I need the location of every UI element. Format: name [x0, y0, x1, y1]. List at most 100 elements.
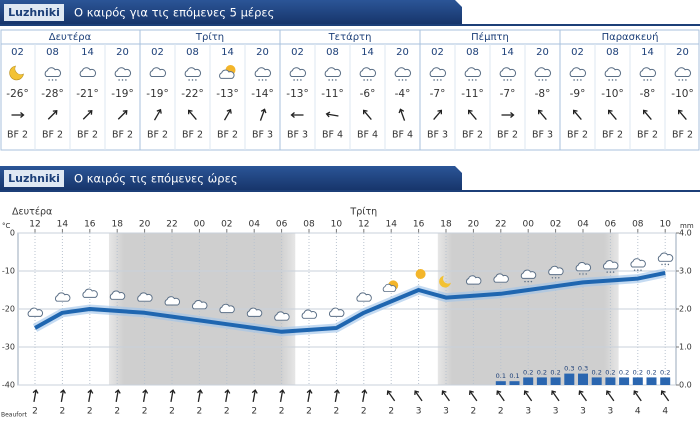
arrow-shaft: [606, 390, 615, 402]
wind-arrow: [197, 389, 203, 403]
wind-arrow: [334, 389, 340, 403]
arrow-head: [290, 112, 295, 118]
snowflake: [258, 79, 260, 81]
hour: 14: [361, 47, 374, 58]
temperature: -28°: [41, 88, 63, 100]
temperature: -13°: [216, 88, 238, 100]
arrow-head: [226, 108, 232, 114]
arrow-shaft: [573, 109, 582, 121]
precipitation-bar: [523, 377, 534, 385]
arrow-shaft: [142, 389, 147, 403]
arrow-head: [642, 109, 648, 115]
wind-force: BF 2: [462, 130, 483, 141]
snowflake: [643, 79, 645, 81]
snowflake: [335, 79, 337, 81]
cloud: [55, 292, 71, 302]
wind-arrow: [433, 109, 443, 121]
wind-arrow: [468, 390, 478, 402]
weather-icon: [575, 262, 592, 275]
wind-arrow: [386, 390, 396, 402]
cloud: [359, 67, 377, 78]
weather-icon: [82, 288, 98, 298]
cloud: [382, 283, 397, 292]
x-tick-label: 04: [577, 220, 589, 230]
hour: 14: [221, 47, 234, 58]
wind-arrow: [223, 108, 232, 121]
weather-icon: [657, 252, 674, 266]
y2-unit: mm: [680, 222, 694, 230]
moon: [439, 275, 451, 288]
snowflake: [121, 79, 124, 81]
arrow-head: [437, 109, 443, 115]
sun: [415, 269, 426, 279]
arrow-shaft: [608, 109, 617, 121]
snowflake: [118, 79, 120, 81]
arrow-head: [325, 111, 331, 118]
hour: 02: [431, 47, 444, 58]
weather-icon: [114, 67, 132, 81]
cloud: [394, 67, 412, 78]
snowflake: [573, 79, 575, 81]
y-unit: °C: [2, 222, 11, 230]
snowflake: [261, 79, 264, 81]
weather-icon: [27, 307, 44, 317]
cloud: [630, 258, 646, 268]
snowflake: [366, 79, 369, 81]
wind-force: 2: [388, 407, 394, 417]
y-tick-label: -20: [2, 305, 15, 314]
wind-force: BF 2: [182, 130, 203, 141]
temperature: -11°: [321, 88, 343, 100]
arrow-shaft: [60, 389, 65, 403]
wind-force: 2: [334, 407, 340, 417]
snowflake: [265, 79, 267, 81]
cloud: [164, 296, 181, 306]
arrow-head: [224, 389, 231, 394]
weather-icon: [219, 69, 235, 79]
temperature: -9°: [570, 88, 586, 100]
snowflake: [611, 79, 614, 81]
precipitation-bar: [619, 377, 630, 385]
arrow-head: [114, 389, 121, 394]
cloud: [356, 292, 372, 302]
x-tick-label: 00: [194, 220, 206, 230]
arrow-head: [122, 110, 128, 115]
arrow-shaft: [399, 109, 406, 121]
arrow-shaft: [633, 390, 642, 402]
cloud: [464, 67, 482, 78]
x-tick-label: 02: [221, 220, 232, 230]
x-tick-label: 00: [522, 220, 534, 230]
x-tick-label: 10: [331, 220, 343, 230]
x-tick-label: 14: [57, 220, 69, 230]
precipitation-bar: [646, 377, 657, 385]
wind-force: 3: [416, 407, 422, 417]
wind-force: 2: [251, 407, 257, 417]
wind-force: BF 3: [252, 130, 273, 141]
hour: 20: [256, 47, 269, 58]
arrow-shaft: [170, 389, 174, 403]
wind-arrow: [11, 112, 25, 118]
x-tick-label: 04: [248, 220, 260, 230]
arrow-shaft: [279, 389, 284, 403]
snowflake: [331, 79, 334, 81]
x-tick-label: 14: [385, 220, 397, 230]
arrow-head: [660, 390, 666, 396]
arrow-head: [607, 109, 613, 115]
arrow-shaft: [33, 389, 37, 403]
moon: [9, 65, 24, 81]
snowflake: [300, 79, 302, 81]
arrow-shaft: [259, 109, 266, 121]
y-tick-label: -40: [2, 381, 15, 390]
cloud: [429, 67, 447, 78]
chart-title: Ο καιρός τις επόμενες ώρες: [74, 172, 238, 186]
hour: 08: [186, 47, 199, 58]
cloud: [44, 67, 62, 78]
temperature: -10°: [601, 88, 623, 100]
wind-arrow: [362, 109, 372, 121]
arrow-shaft: [47, 110, 58, 120]
snowflake: [125, 79, 127, 81]
wind-arrow: [677, 109, 687, 121]
arrow-head: [572, 109, 578, 115]
snowflake: [681, 79, 684, 81]
chart-header-bar: [0, 166, 462, 190]
wind-arrow: [279, 389, 286, 403]
